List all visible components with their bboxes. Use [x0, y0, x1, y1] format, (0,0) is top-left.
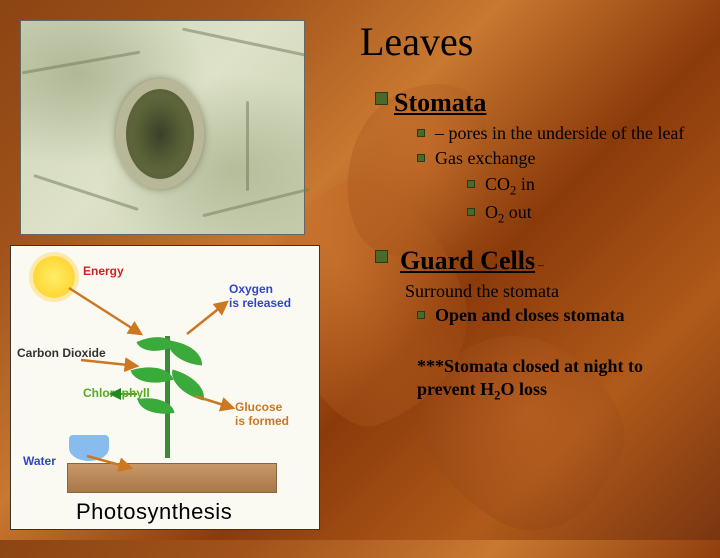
bullet-icon: [375, 92, 388, 105]
heading-stomata: Stomata: [394, 86, 486, 120]
stomata-o2: O2 out: [485, 201, 532, 227]
bullet-icon: [375, 250, 388, 263]
stomata-def: – pores in the underside of the leaf: [435, 122, 684, 145]
bullet-icon: [467, 180, 475, 188]
stoma-pore-icon: [116, 79, 204, 189]
guard-open-close: Open and closes stomata: [435, 304, 625, 327]
bullet-icon: [417, 311, 425, 319]
content-column: Stomata – pores in the underside of the …: [375, 86, 705, 404]
photosynthesis-diagram: Energy Oxygen is released Carbon Dioxide…: [10, 245, 320, 530]
stomata-co2: CO2 in: [485, 173, 535, 199]
stoma-image: [20, 20, 305, 235]
stomata-gas: Gas exchange: [435, 147, 535, 170]
bullet-icon: [417, 129, 425, 137]
photosynthesis-caption: Photosynthesis: [76, 499, 232, 525]
diagram-arrows: [11, 246, 321, 531]
bullet-icon: [467, 208, 475, 216]
guard-surround: Surround the stomata: [405, 280, 705, 303]
slide-title: Leaves: [360, 18, 473, 65]
bullet-icon: [417, 154, 425, 162]
stomata-night-note: ***Stomata closed at night to prevent H2…: [417, 355, 705, 404]
heading-guard-cells: Guard Cells –: [394, 244, 544, 278]
